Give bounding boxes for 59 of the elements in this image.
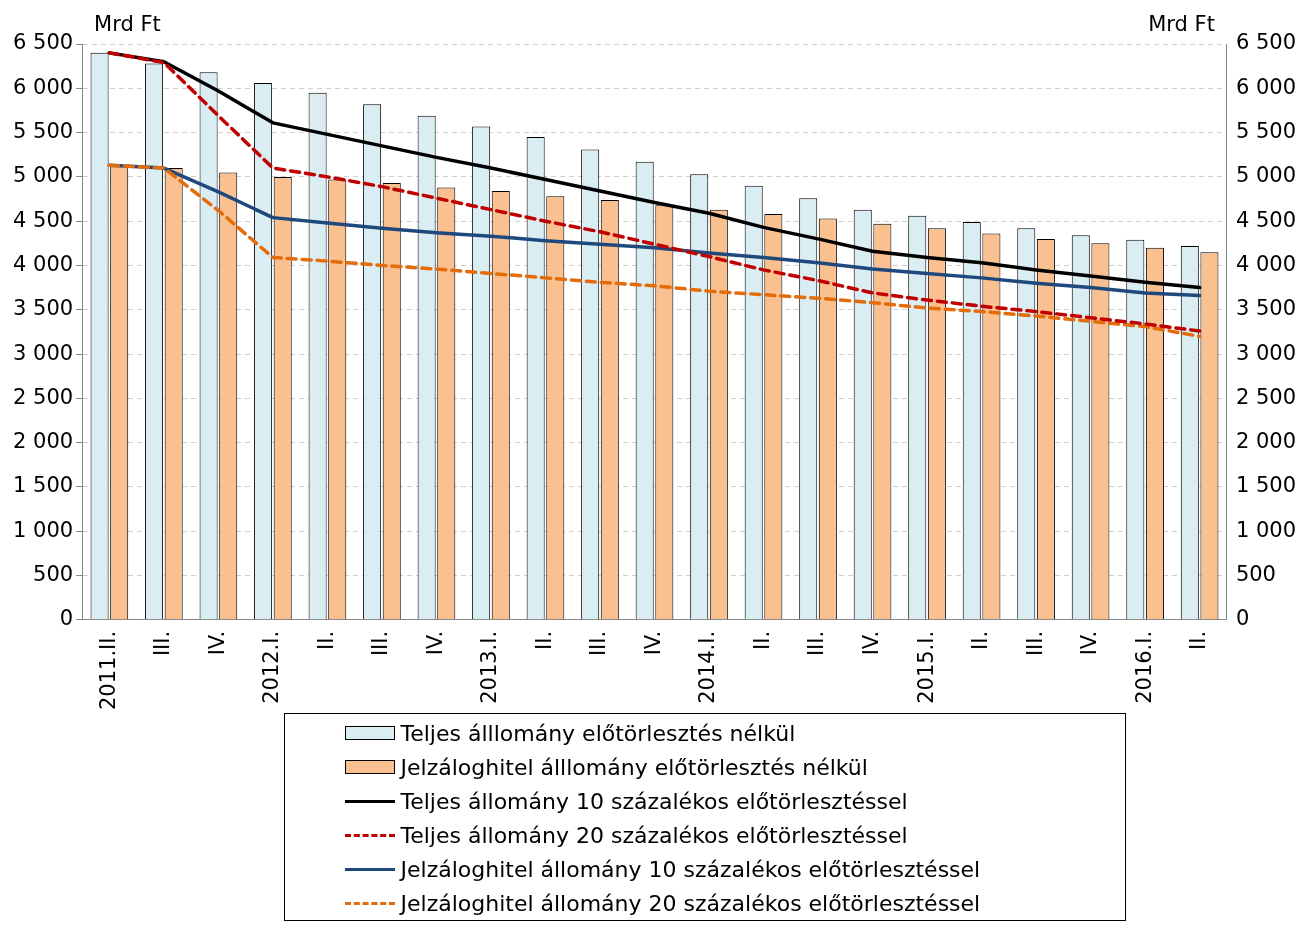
x-tick-label: IV. (422, 630, 447, 656)
y2-tick-label: 3 500 (1235, 296, 1297, 321)
x-tick-label: II. (313, 630, 338, 650)
y2-axis-title: Mrd Ft (1148, 11, 1215, 36)
y2-tick-label: 2 500 (1235, 384, 1297, 409)
legend-label: Jelzáloghitel állomány 20 százalékos előtörlesztéssel (400, 890, 981, 916)
y2-tick-label: 0 (1235, 606, 1250, 631)
y2-tick-label: 5 000 (1235, 163, 1297, 188)
x-tick-label: II. (968, 630, 993, 650)
x-tick-label: II. (1186, 630, 1211, 650)
y2-tick-label: 4 500 (1235, 207, 1297, 232)
x-tick-label: 2014.I. (695, 630, 720, 704)
y-tick-label: 4 500 (12, 207, 74, 232)
y2-tick-label: 500 (1235, 561, 1276, 586)
y2-tick-label: 1 000 (1235, 517, 1297, 542)
line-series (107, 163, 1202, 339)
x-tick-label: III. (586, 630, 611, 657)
x-tick-label: IV. (640, 630, 665, 656)
y2-tick-label: 4 000 (1235, 251, 1297, 276)
y2-tick-label: 6 500 (1235, 30, 1297, 55)
legend-label: Teljes állomány 20 százalékos előtörlesztéssel (400, 822, 908, 848)
x-tick-label: IV. (859, 630, 883, 656)
legend-label: Teljes állomány 10 százalékos előtörlesztéssel (400, 788, 908, 814)
y-tick-label: 3 000 (12, 340, 74, 365)
y2-tick-label: 1 500 (1235, 473, 1297, 498)
x-tick-label: 2013.I. (477, 630, 502, 704)
x-tick-label: 2012.I. (259, 630, 284, 704)
x-tick-label: III. (1022, 630, 1047, 657)
x-tick-label: 2015.I. (913, 630, 938, 704)
y-tick-label: 3 500 (12, 296, 74, 321)
y-tick-label: 5 500 (12, 119, 74, 144)
y2-tick-label: 2 000 (1235, 429, 1297, 454)
legend-label: Jelzáloghitel álllomány előtörlesztés nélkül (400, 754, 868, 780)
x-tick-label: III. (368, 630, 393, 657)
y-tick-label: 1 500 (12, 473, 74, 498)
y2-tick-label: 6 000 (1235, 74, 1297, 99)
legend-label: Teljes álllomány előtörlesztés nélkül (400, 720, 796, 746)
line-series (107, 51, 1202, 333)
legend-label: Jelzáloghitel állomány 10 százalékos előtörlesztéssel (400, 856, 981, 882)
y-tick-label: 0 (59, 606, 74, 631)
x-tick-label: IV. (204, 630, 229, 656)
y-tick-label: 5 000 (12, 163, 74, 188)
y-tick-label: 6 000 (12, 74, 74, 99)
x-tick-label: III. (804, 630, 829, 657)
x-tick-label: IV. (1077, 630, 1102, 656)
y-axis-title: Mrd Ft (94, 11, 161, 36)
x-tick-label: 2011.II. (95, 630, 120, 711)
y-tick-label: 1 000 (12, 517, 74, 542)
y-tick-label: 500 (33, 561, 74, 586)
y-tick-label: 2 500 (12, 384, 74, 409)
y-tick-label: 6 500 (12, 30, 74, 55)
x-tick-label: II. (749, 630, 774, 650)
x-tick-label: II. (531, 630, 556, 650)
y2-tick-label: 3 000 (1235, 340, 1297, 365)
y2-tick-label: 5 500 (1235, 119, 1297, 144)
y-tick-label: 4 000 (12, 251, 74, 276)
x-tick-label: 2016.I. (1131, 630, 1156, 704)
y-tick-label: 2 000 (12, 429, 74, 454)
x-tick-label: III. (150, 630, 175, 657)
